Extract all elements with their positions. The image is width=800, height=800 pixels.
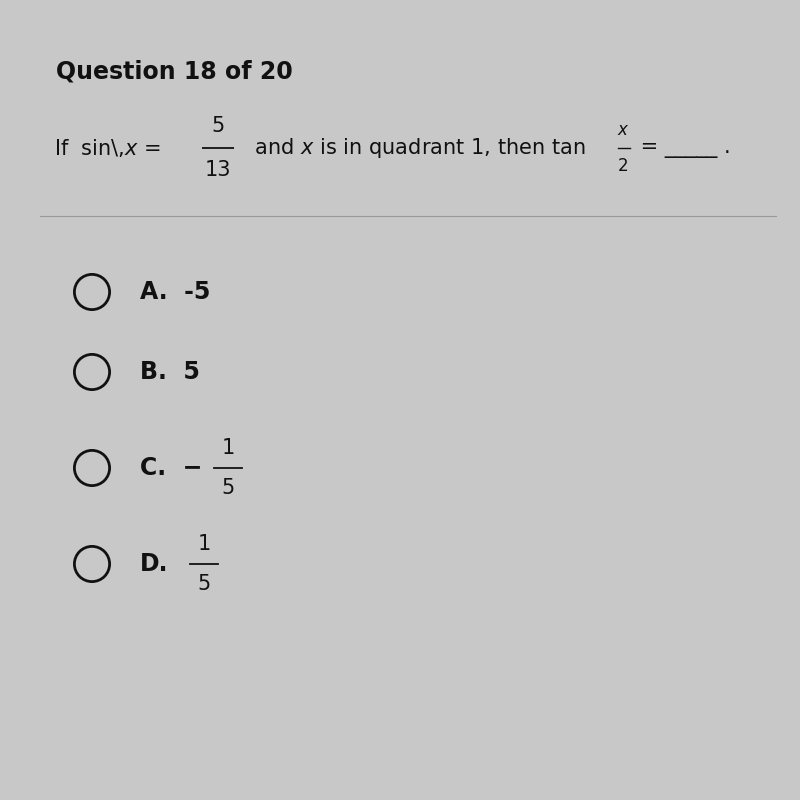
- Text: 5: 5: [222, 478, 234, 498]
- Text: = _____ .: = _____ .: [634, 138, 731, 158]
- Text: $x$: $x$: [617, 122, 630, 139]
- Text: B.  5: B. 5: [140, 360, 200, 384]
- Text: 5: 5: [211, 115, 224, 135]
- Text: If  $\mathrm{sin}$\,$x$ =: If $\mathrm{sin}$\,$x$ =: [54, 137, 161, 159]
- Text: A.  -5: A. -5: [140, 280, 210, 304]
- Text: 13: 13: [204, 161, 231, 181]
- Text: 5: 5: [198, 574, 210, 594]
- Text: 1: 1: [222, 438, 234, 458]
- Text: 1: 1: [198, 534, 210, 554]
- Text: D.: D.: [140, 552, 169, 576]
- Text: and $x$ is in quadrant 1, then tan: and $x$ is in quadrant 1, then tan: [248, 136, 586, 160]
- Text: Question 18 of 20: Question 18 of 20: [56, 60, 293, 84]
- Text: C.  −: C. −: [140, 456, 202, 480]
- Text: 2: 2: [618, 157, 629, 174]
